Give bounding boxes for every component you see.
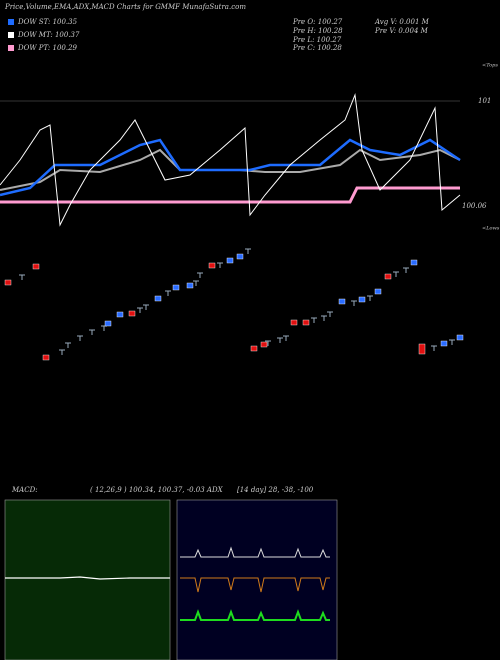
macd-values: ( 12,26,9 ) 100.34, 100.37, -0.03 ADX: [90, 486, 224, 494]
adx-line: [180, 546, 330, 558]
candle-body: [116, 311, 124, 318]
adx-values: [14 day] 28, -38, -100: [237, 486, 314, 494]
tops-label: <Tops: [482, 63, 498, 69]
dow-pt-line: [0, 186, 460, 204]
candle-body: [250, 345, 258, 352]
legend-label: DOW MT: 100.37: [17, 31, 80, 39]
di-plus-line: [180, 609, 330, 621]
di-minus-line: [180, 577, 330, 593]
candle-body: [374, 288, 382, 295]
chart-title: Price,Volume,EMA,ADX,MACD Charts for GMM…: [4, 3, 246, 11]
candle-body: [418, 343, 426, 355]
lows-label: <Lows: [482, 226, 500, 232]
candle-body: [410, 259, 418, 266]
ohlc-low: Pre L: 100.27: [292, 36, 342, 44]
dow-st-line: [0, 138, 461, 197]
legend-swatch: [8, 19, 14, 25]
dow-mt-line: [0, 148, 461, 191]
high-level-label: 101: [478, 97, 491, 105]
candle-body: [128, 310, 136, 317]
candle-body: [260, 341, 268, 348]
candle-body: [186, 282, 194, 289]
macd-panel: [4, 499, 171, 660]
ohlc-open: Pre O: 100.27: [292, 18, 343, 26]
ohlc-high: Pre H: 100.28: [292, 27, 343, 35]
candle-body: [172, 284, 180, 291]
candle-body: [302, 319, 310, 326]
candle-body: [4, 279, 12, 286]
candle-body: [236, 253, 244, 260]
legend-label: DOW ST: 100.35: [17, 18, 78, 26]
macd-line: [5, 576, 170, 580]
candle-body: [456, 334, 464, 341]
adx-panel: [176, 499, 338, 660]
candle-body: [358, 296, 366, 303]
low-level-label: 100.06: [462, 202, 487, 210]
candle-body: [32, 263, 40, 270]
price-line: [0, 93, 461, 227]
candle-body: [384, 273, 392, 280]
legend-swatch: [8, 32, 14, 38]
candle-body: [208, 262, 216, 269]
candle-body: [226, 257, 234, 264]
candle-body: [104, 320, 112, 327]
legend-swatch: [8, 45, 14, 51]
avg-volume: Avg V: 0.001 M: [374, 18, 430, 26]
candle-body: [42, 354, 50, 361]
prev-volume: Pre V: 0.004 M: [374, 27, 429, 35]
ohlc-close: Pre C: 100.28: [292, 44, 342, 52]
candles: [4, 248, 464, 361]
candle-body: [440, 340, 448, 347]
legend: DOW ST: 100.35 DOW MT: 100.37 DOW PT: 100.…: [8, 18, 80, 52]
legend-label: DOW PT: 100.29: [17, 44, 78, 52]
candle-body: [338, 298, 346, 305]
macd-label: MACD:: [11, 486, 38, 494]
candle-body: [154, 295, 162, 302]
candle-body: [290, 319, 298, 326]
